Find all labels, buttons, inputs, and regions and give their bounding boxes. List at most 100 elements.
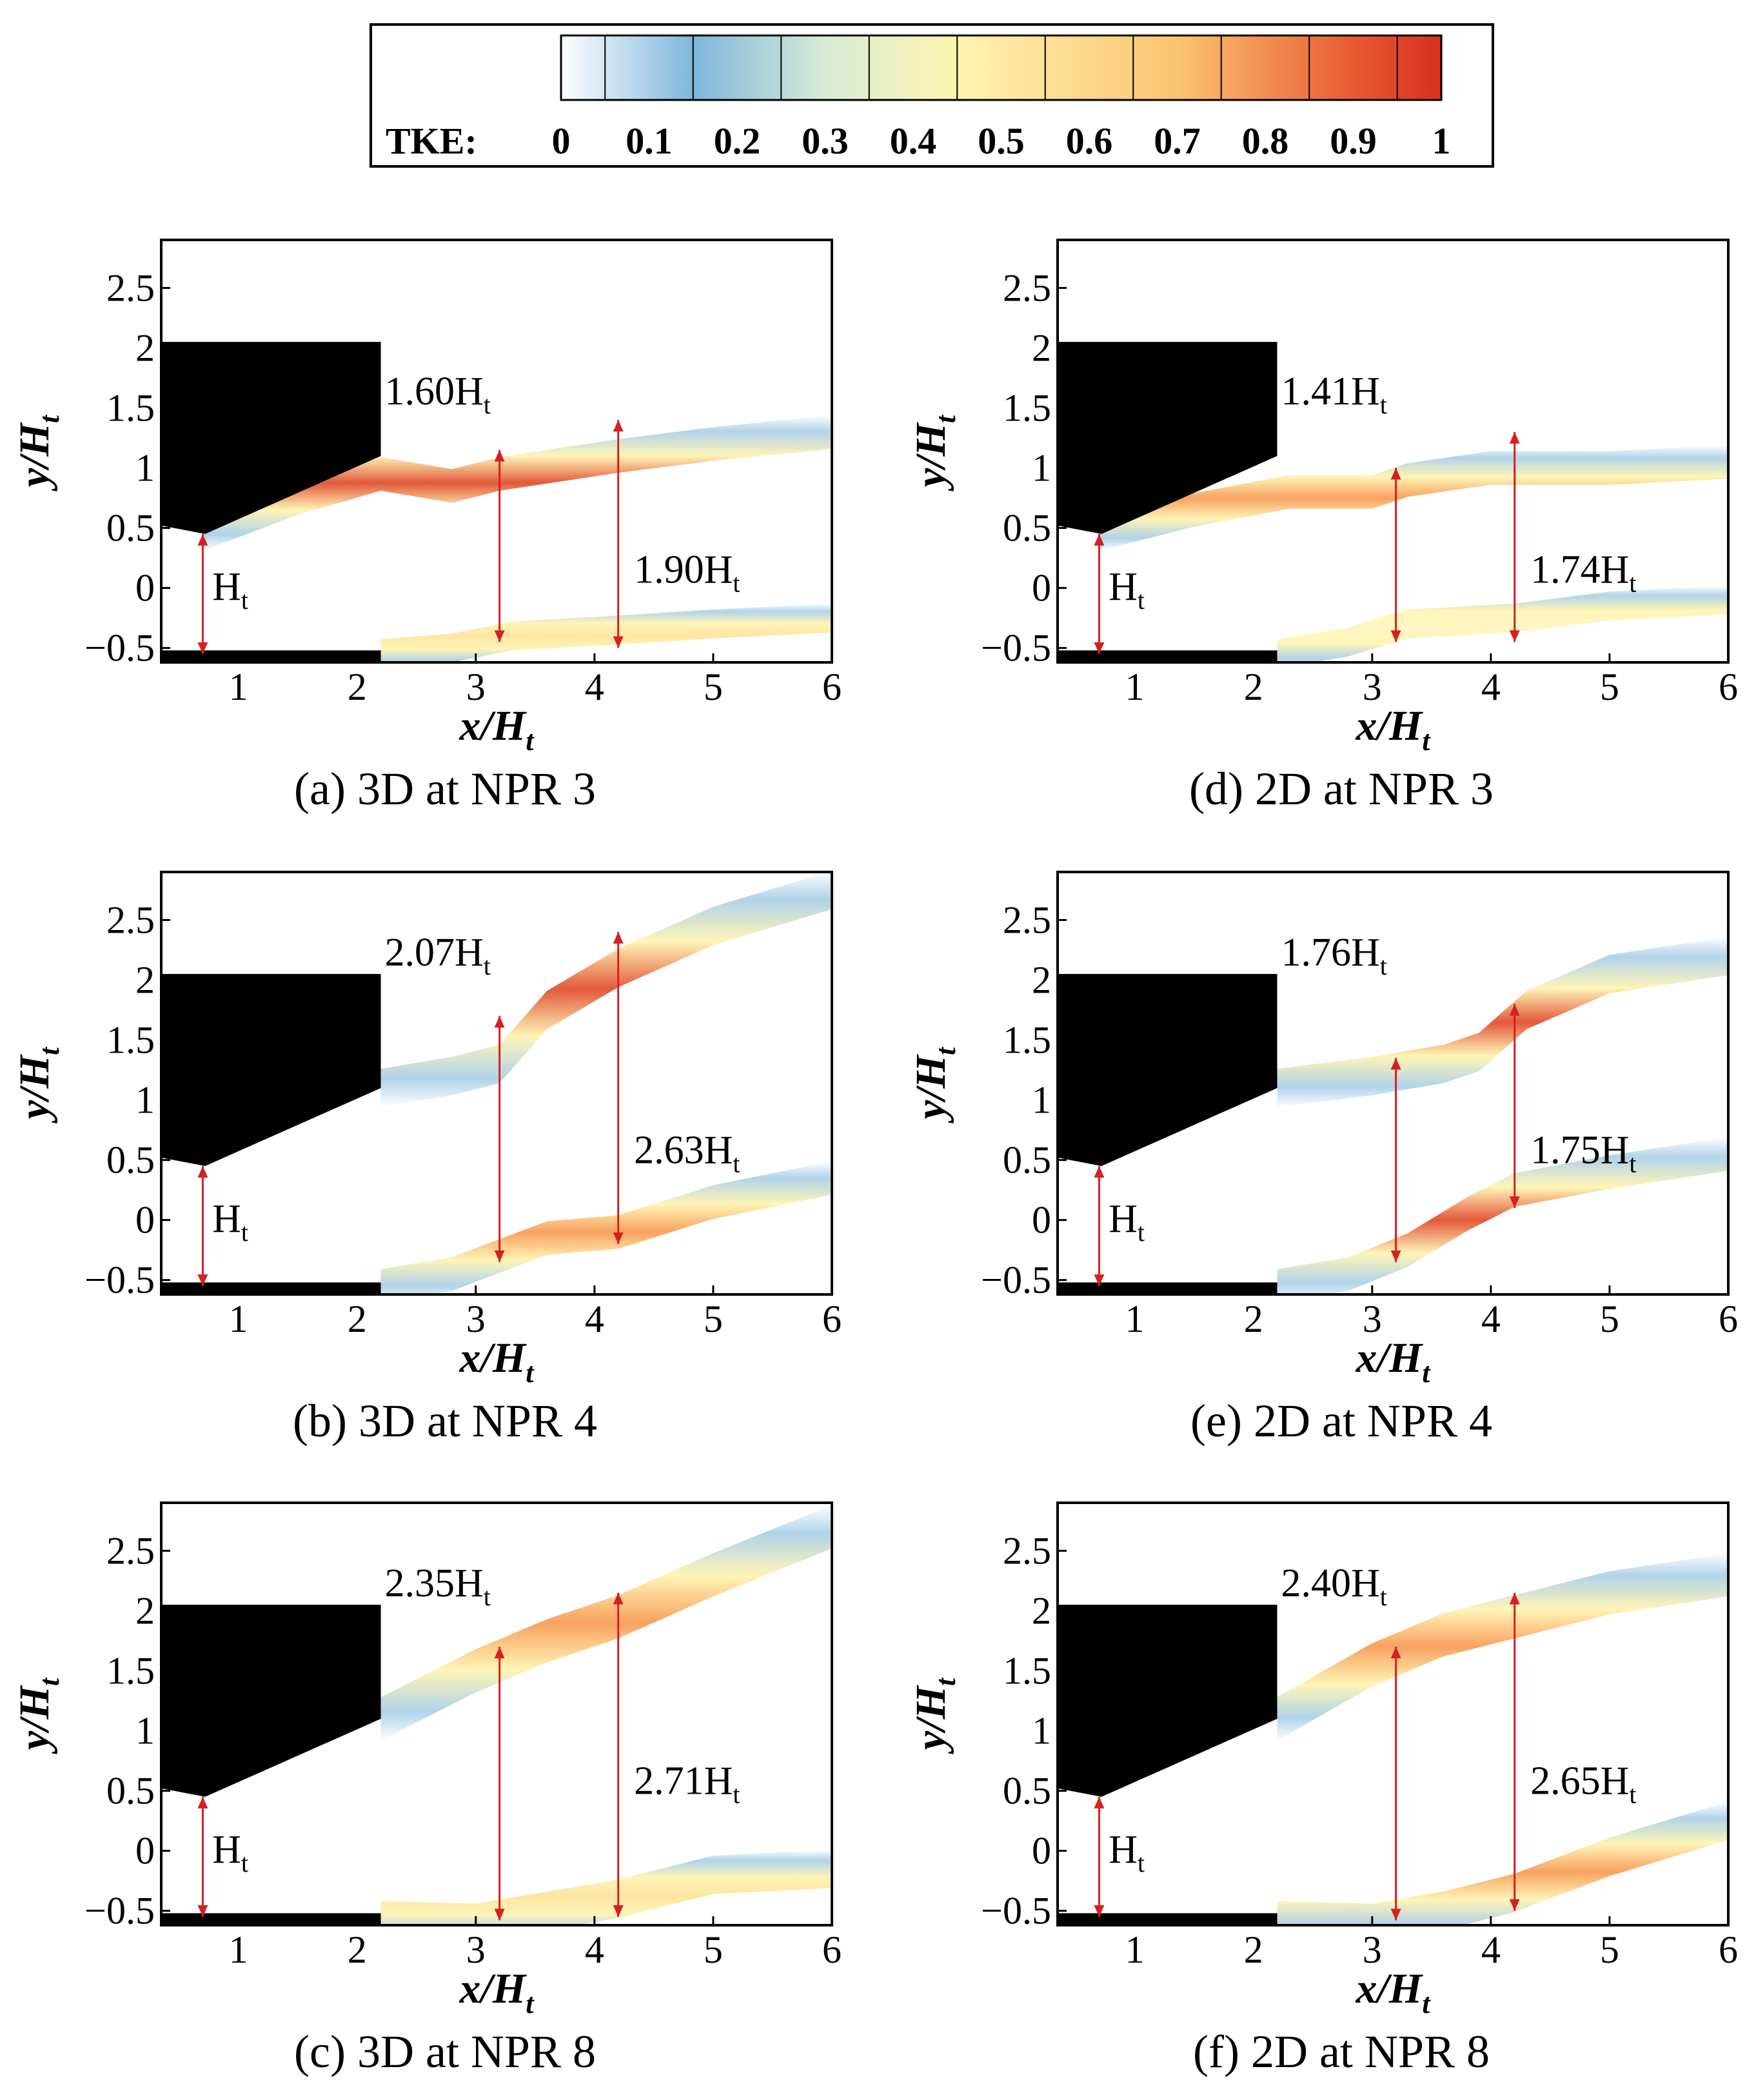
panel-caption: (a) 3D at NPR 3 [294, 763, 596, 815]
x-tick-label: 3 [1363, 1928, 1382, 1971]
plot-area [161, 872, 832, 1294]
legend-label: TKE: [386, 120, 477, 162]
x-tick-label: 5 [1600, 1928, 1619, 1971]
legend-tick-label: 0 [552, 120, 571, 162]
x-tick-label: 3 [1363, 1298, 1382, 1340]
plot-area [161, 1503, 832, 1925]
throat-label: Ht [212, 1828, 248, 1877]
outer-width-label: 1.74Ht [1530, 548, 1636, 598]
y-tick-label: 0.5 [1003, 1139, 1051, 1182]
panel-caption: (e) 2D at NPR 4 [1190, 1395, 1492, 1447]
nozzle-upper-wall [1058, 974, 1278, 1166]
outer-width-arrow-tail [1509, 1196, 1520, 1209]
y-axis-label: y/Ht [11, 1677, 65, 1754]
y-tick-label: 1.5 [106, 1650, 155, 1692]
x-tick-label: 1 [1125, 666, 1145, 708]
nozzle-lower-wall [1058, 1282, 1278, 1294]
lower-shear-layer [1277, 585, 1728, 662]
x-tick-label: 4 [1481, 666, 1501, 708]
x-axis-label: x/Ht [1356, 1965, 1432, 2019]
inner-width-arrow-tail [1390, 1250, 1401, 1262]
panel-b: 2.07Ht 2.63Ht Ht 1 2 3 4 5 6 2.5 2 1.5 1 0.5 0 −0.5 x/Ht… [11, 871, 842, 1447]
throat-label: Ht [1109, 1828, 1145, 1877]
legend-tick-label: 0.3 [802, 120, 849, 162]
outer-width-arrow-head [613, 1592, 624, 1605]
inner-width-arrow-tail [494, 630, 505, 642]
y-tick-label: 0 [135, 1830, 155, 1872]
x-tick-label: 3 [1363, 666, 1382, 708]
x-tick-label: 1 [229, 666, 248, 708]
y-axis-label: y/Ht [907, 1677, 962, 1754]
throat-arrow-head [197, 1796, 208, 1808]
panel-caption: (f) 2D at NPR 8 [1193, 2026, 1490, 2077]
legend-tick-label: 0.1 [626, 120, 673, 162]
inner-width-arrow-head [494, 1647, 505, 1659]
plot-area [1058, 1503, 1728, 1925]
x-tick-label: 5 [704, 1928, 723, 1971]
y-tick-label: 2.5 [106, 898, 155, 941]
y-axis-label: y/Ht [11, 414, 65, 491]
y-tick-label: 1 [1032, 1710, 1051, 1752]
legend-tick-label: 0.9 [1330, 120, 1377, 162]
x-tick-label: 1 [229, 1298, 248, 1340]
nozzle-lower-wall [161, 650, 381, 662]
y-tick-label: 0.5 [1003, 507, 1051, 550]
panel-caption: (b) 3D at NPR 4 [293, 1395, 597, 1447]
lower-shear-layer [380, 1161, 832, 1294]
outer-width-arrow-head [1509, 1592, 1520, 1605]
lower-shear-layer [1277, 1801, 1728, 1925]
outer-width-arrow-tail [1509, 630, 1520, 642]
plot-frame [160, 1501, 833, 1927]
outer-width-arrow-tail [613, 1232, 624, 1244]
throat-label: Ht [1109, 565, 1145, 615]
legend-tick-label: 0.4 [890, 120, 937, 162]
x-tick-label: 3 [466, 1928, 486, 1971]
y-tick-label: 2 [1032, 958, 1051, 1001]
y-tick-label: 2 [1032, 1589, 1051, 1632]
outer-width-label: 2.65Ht [1530, 1759, 1636, 1809]
y-tick-label: −0.5 [981, 1259, 1051, 1302]
y-tick-label: 1.5 [106, 1019, 155, 1062]
outer-width-arrow-tail [1509, 1899, 1520, 1911]
outer-width-arrow-tail [613, 636, 624, 648]
upper-shear-layer [380, 872, 832, 1107]
throat-label: Ht [212, 1197, 248, 1247]
panel-a: 1.60Ht 1.90Ht Ht 1 2 3 4 5 6 2.5 2 1.5 1 0.5 0 −0.5 x/Ht… [11, 239, 842, 815]
plot-area [161, 240, 832, 662]
throat-arrow-head [1094, 1796, 1105, 1808]
lower-shear-layer [1277, 1137, 1728, 1294]
inner-width-label: 2.07Ht [385, 931, 491, 980]
nozzle-lower-wall [1058, 1913, 1278, 1925]
nozzle-upper-wall [161, 342, 381, 534]
panel-c: 2.35Ht 2.71Ht Ht 1 2 3 4 5 6 2.5 2 1.5 1 0.5 0 −0.5 x/Ht… [11, 1501, 842, 2077]
upper-shear-layer [202, 415, 832, 551]
panel-e: 1.76Ht 1.75Ht Ht 1 2 3 4 5 6 2.5 2 1.5 1 0.5 0 −0.5 x/Ht… [907, 871, 1738, 1447]
legend-tick-label: 0.6 [1066, 120, 1113, 162]
x-tick-label: 6 [1719, 666, 1738, 708]
x-axis-label: x/Ht [1356, 1334, 1432, 1389]
x-tick-label: 5 [704, 1298, 723, 1340]
inner-width-label: 1.76Ht [1281, 931, 1387, 980]
plot-area [1058, 872, 1728, 1294]
x-tick-label: 6 [1719, 1928, 1738, 1971]
nozzle-upper-wall [1058, 1605, 1278, 1797]
outer-width-label: 1.90Ht [634, 548, 740, 598]
y-axis-label: y/Ht [907, 1046, 962, 1124]
legend-tick-label: 0.7 [1154, 120, 1201, 162]
x-tick-label: 4 [585, 1928, 604, 1971]
y-tick-label: −0.5 [84, 627, 155, 669]
outer-width-label: 2.63Ht [634, 1129, 740, 1178]
y-tick-label: 1.5 [1003, 1650, 1051, 1692]
panel-caption: (d) 2D at NPR 3 [1189, 763, 1494, 815]
inner-width-label: 1.41Ht [1281, 370, 1387, 419]
y-tick-label: −0.5 [84, 1259, 155, 1302]
inner-width-arrow-tail [494, 1908, 505, 1921]
nozzle-lower-wall [161, 1282, 381, 1294]
x-tick-label: 4 [1481, 1928, 1501, 1971]
inner-width-arrow-head [494, 1016, 505, 1028]
x-tick-label: 2 [1244, 1928, 1263, 1971]
y-tick-label: 2.5 [106, 1529, 155, 1572]
y-tick-label: 1.5 [106, 387, 155, 430]
throat-label: Ht [1109, 1197, 1145, 1247]
inner-width-arrow-head [1390, 1647, 1401, 1659]
